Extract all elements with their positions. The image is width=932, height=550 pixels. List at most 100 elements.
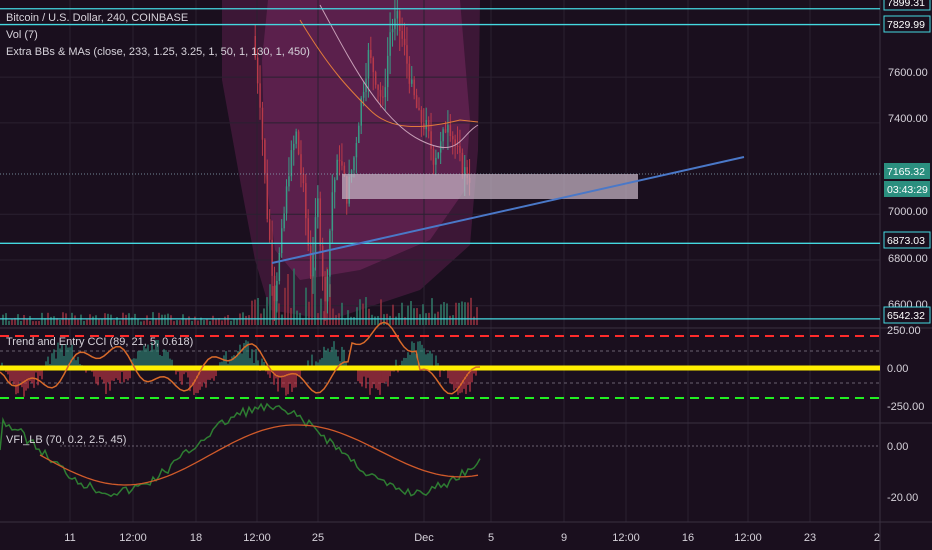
trend-line[interactable] [271,156,745,264]
candle-body [254,36,256,58]
volume-bar [461,301,463,325]
volume-bar [287,273,289,325]
volume-bar [32,321,34,325]
candle-body [360,97,362,126]
volume-bar [341,302,343,325]
volume-bar [119,320,121,325]
candle-body [290,150,293,177]
candle-body [273,275,276,302]
time-tick-label: 18 [190,532,202,544]
time-axis: 11 12:00 18 12:00 25 Dec 5 9 12:00 16 12:00 23 2 [64,532,880,544]
candle-body [326,276,329,302]
price-tag-box [883,0,931,11]
volume-bar [356,307,358,325]
time-tick-label: 11 [64,532,75,544]
price-tick-label: 7000.00 [888,206,928,218]
candle-body [341,161,343,166]
volume-bar [278,303,280,325]
volume-bar [416,308,418,325]
volume-bar [368,308,370,325]
volume-bar [389,315,391,325]
candle-body [338,159,341,162]
candle-body [437,152,440,158]
volume-bar [302,318,304,325]
candle-body [285,186,288,214]
candle-body [307,218,309,246]
volume-bar [197,320,199,325]
volume-bar [80,314,82,325]
volume-bar [185,318,187,325]
candle-body [329,230,331,277]
volume-bar [464,302,466,325]
volume-bar [335,315,337,325]
volume-bar [59,319,61,325]
volume-bar [362,303,364,325]
price-tag-box [883,231,931,249]
candle-body [447,125,449,133]
candle-body [362,91,365,98]
candle-body [367,49,370,79]
volume-bar [254,299,256,325]
volume-bar [413,308,415,325]
candle-body [403,38,406,46]
volume-bar [182,314,184,325]
inner-band-fill [262,0,470,280]
cci-label: Trend and Entry CCI (89, 21, 5, 0.618) [6,336,194,348]
volume-bar [320,298,322,325]
cci-pane [0,321,880,399]
volume-bar [53,316,55,325]
volume-bar [458,302,460,325]
volume-bar [377,316,379,325]
price-tick-label: 6800.00 [888,253,928,265]
volume-bar [344,318,346,325]
volume-bar [89,314,91,325]
volume-bar [431,298,433,325]
candle-body [324,276,326,302]
volume-bar [446,303,448,325]
volume-bar [155,318,157,325]
volume-bar [2,314,4,325]
volume-bar [170,315,172,325]
candle-body [420,109,423,124]
cci-tick-label: -250.00 [887,401,924,413]
candle-body [415,95,418,108]
vfi-tick-label: 0.00 [887,441,908,453]
price-tick-label: 7600.00 [888,67,928,79]
candle-body [459,146,461,153]
volume-bar [191,320,193,325]
volume-bar [296,310,298,325]
candle-body [283,213,285,229]
price-tick-label: 7400.00 [888,113,928,125]
volume-bar [272,286,274,325]
volume-bar [419,314,421,325]
price-tag-label: 7165.32 [887,166,925,178]
volume-bar [143,320,145,325]
volume-bar [443,302,445,325]
candle-body [309,245,312,277]
volume-bar [329,284,331,325]
volume-bar [467,302,469,325]
cci-line [0,321,481,395]
candle-body [317,198,319,218]
volume-bar [305,287,307,325]
candle-body [336,159,338,180]
volume-bar [137,319,139,325]
price-axis: 7600.007400.007000.006800.006600.007899.… [883,0,931,504]
candle-body [394,18,396,30]
price-tag-label: 6873.03 [887,235,925,247]
candle-body [435,157,437,165]
candle-body [331,192,334,231]
volume-bar [371,314,373,325]
time-tick-label: 12:00 [119,532,147,544]
volume-bar [281,314,283,325]
candle-body [343,165,346,177]
candle-body [293,143,295,151]
volume-bar [353,316,355,325]
candle-body [418,107,420,110]
candle-body [456,145,459,147]
candle-body [399,11,401,31]
time-tick-label: 16 [682,532,694,544]
vfi-label: VFI_LB (70, 0.2, 2.5, 45) [6,434,127,446]
volume-bar [323,311,325,325]
